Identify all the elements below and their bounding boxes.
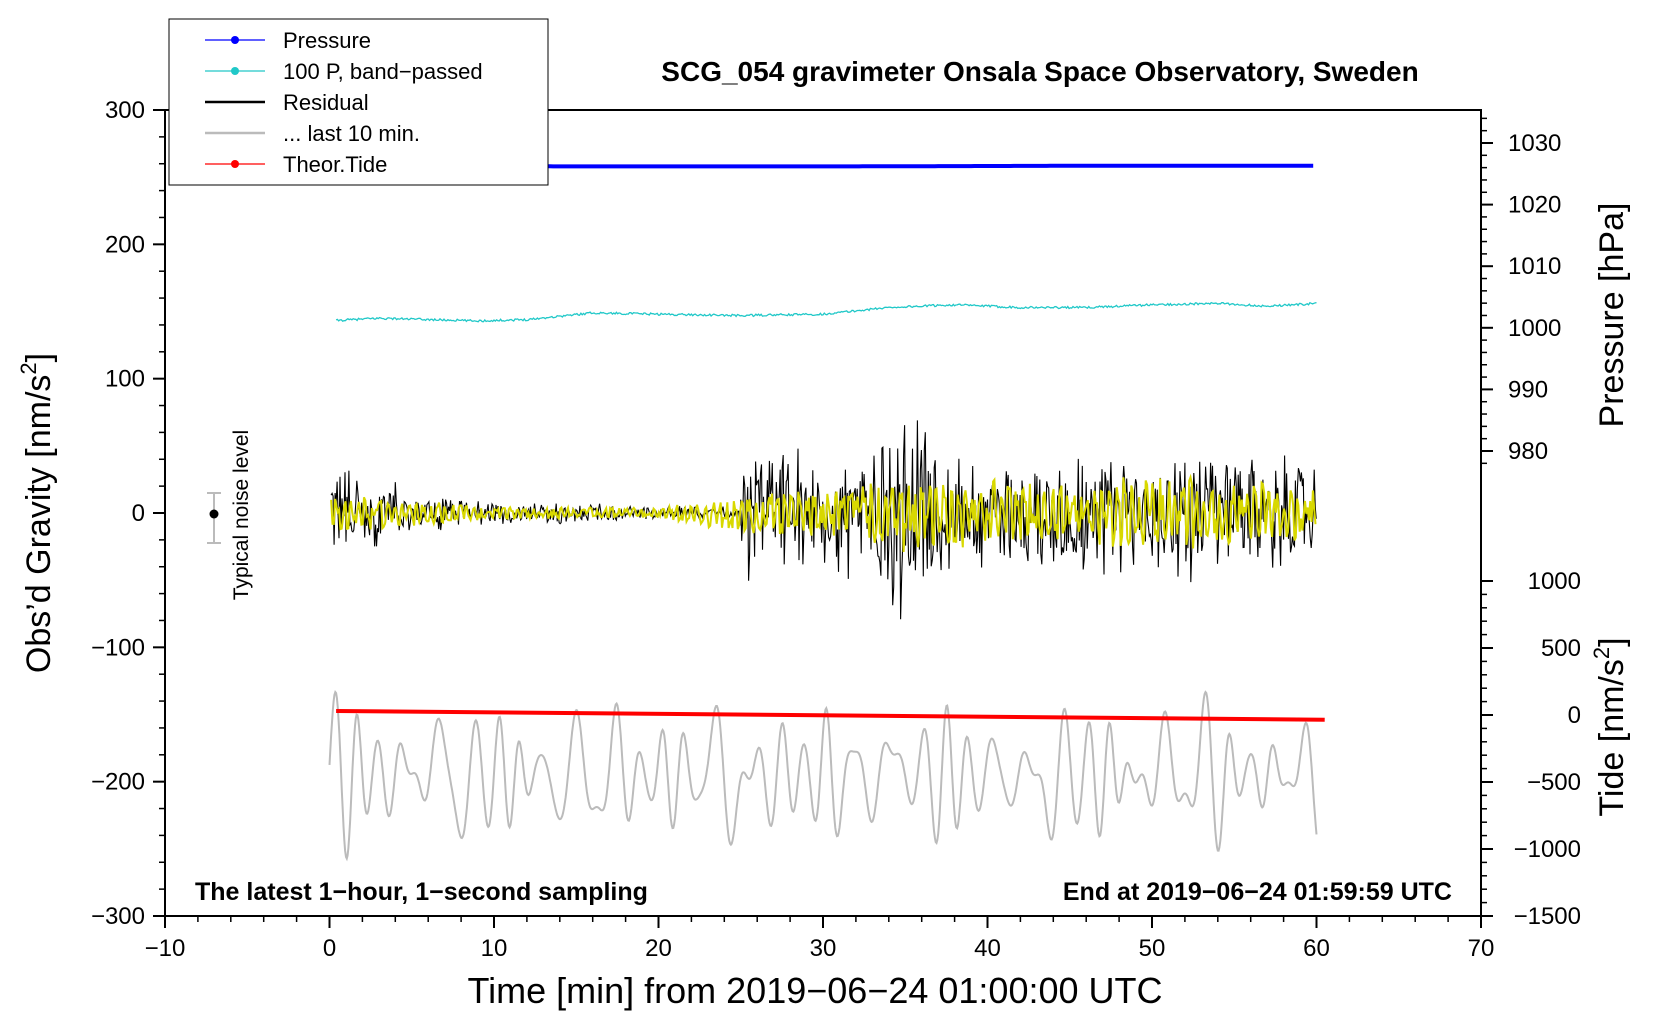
annotation-sampling: The latest 1−hour, 1−second sampling [195, 878, 648, 906]
y-axis-label-gravity: Obs’d Gravity [nm/s2] [16, 353, 58, 673]
axes-layer: −10 0 10 20 30 40 50 60 703002001000−100−200−300… [91, 97, 1581, 962]
pressure-tick-label: 1000 [1508, 315, 1561, 342]
annotation-end-time: End at 2019−06−24 01:59:59 UTC [1063, 878, 1452, 906]
y-axis-label-tide-sup: 2 [1589, 647, 1614, 659]
series-theor-tide [336, 709, 1325, 722]
x-tick-label: 60 [1303, 935, 1330, 962]
series-last-10-min [328, 690, 1318, 862]
pressure-tick-label: 980 [1508, 438, 1548, 465]
tide-tick-label: 1000 [1528, 568, 1581, 595]
tide-tick-label: −1500 [1514, 903, 1581, 930]
tide-tick-label: 0 [1568, 702, 1581, 729]
tide-tick-label: −1000 [1514, 836, 1581, 863]
legend-label: 100 P, band−passed [283, 59, 483, 84]
tide-tick-label: 500 [1541, 635, 1581, 662]
series-band-passed-pressure [335, 301, 1317, 323]
legend-label: Theor.Tide [283, 152, 387, 177]
y-axis-label-gravity-main: Obs’d Gravity [nm/s [20, 375, 58, 674]
gravity-tick-label: −300 [91, 903, 145, 930]
series-filtered-residual [330, 473, 1317, 553]
legend-label: Pressure [283, 28, 371, 53]
x-tick-label: 20 [645, 935, 672, 962]
gravity-tick-label: 100 [105, 366, 145, 393]
noise-level-marker: Typical noise level [207, 430, 253, 600]
x-tick-label: −10 [145, 935, 186, 962]
y-axis-label-tide-end: ] [1593, 637, 1631, 646]
pressure-tick-label: 1010 [1508, 253, 1561, 280]
legend-label: Residual [283, 90, 369, 115]
x-tick-label: 40 [974, 935, 1001, 962]
chart-title: SCG_054 gravimeter Onsala Space Observat… [661, 56, 1418, 87]
gravity-tick-label: 300 [105, 97, 145, 124]
y-axis-label-gravity-end: ] [20, 353, 58, 362]
y-axis-label-tide-main: Tide [nm/s [1593, 659, 1631, 816]
gravity-tick-label: 200 [105, 231, 145, 258]
legend: Pressure 100 P, band−passed Residual ... la… [168, 18, 549, 186]
x-tick-label: 50 [1139, 935, 1166, 962]
gravity-tick-label: −100 [91, 634, 145, 661]
noise-level-label: Typical noise level [230, 430, 253, 600]
x-tick-label: 70 [1468, 935, 1495, 962]
gravity-tick-label: −200 [91, 769, 145, 796]
legend-marker [231, 67, 239, 75]
pressure-tick-label: 990 [1508, 376, 1548, 403]
gravity-tick-label: 0 [132, 500, 145, 527]
pressure-tick-label: 1020 [1508, 192, 1561, 219]
legend-marker [231, 36, 239, 44]
tide-tick-label: −500 [1527, 769, 1581, 796]
y-axis-label-pressure: Pressure [hPa] [1593, 203, 1631, 428]
y-axis-label-tide: Tide [nm/s2] [1589, 637, 1631, 816]
x-tick-label: 10 [481, 935, 508, 962]
x-tick-label: 30 [810, 935, 837, 962]
x-tick-label: 0 [323, 935, 336, 962]
y-axis-label-gravity-sup: 2 [16, 362, 41, 374]
noise-dot [209, 509, 219, 519]
legend-marker [231, 160, 239, 168]
legend-label: ... last 10 min. [283, 121, 420, 146]
pressure-tick-label: 1030 [1508, 130, 1561, 157]
x-axis-label: Time [min] from 2019−06−24 01:00:00 UTC [467, 970, 1162, 1011]
